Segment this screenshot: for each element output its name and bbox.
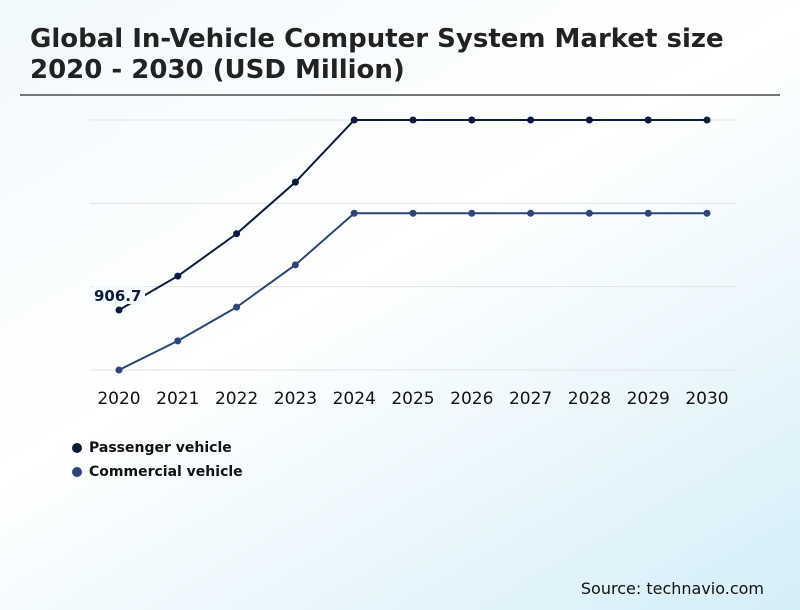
- legend-item-commercial: Commercial vehicle: [72, 460, 243, 484]
- x-tick-label: 2021: [156, 389, 199, 409]
- data-point: [233, 303, 241, 311]
- data-point: [409, 209, 417, 217]
- data-point: [703, 116, 711, 124]
- data-point: [233, 230, 241, 238]
- legend-marker-commercial: [72, 467, 82, 477]
- data-label-background: [93, 286, 145, 305]
- x-tick-label: 2030: [685, 389, 728, 409]
- x-tick-label: 2029: [627, 389, 670, 409]
- data-point: [174, 337, 182, 345]
- x-tick-label: 2022: [215, 389, 258, 409]
- data-point: [291, 261, 299, 269]
- x-tick-label: 2028: [568, 389, 611, 409]
- data-point: [350, 209, 358, 217]
- line-chart: 2020 2021 2022 2023 2024 2025 2026 2027 2028 2029…: [90, 116, 736, 409]
- data-label: 906.7: [94, 287, 141, 305]
- data-point: [468, 116, 476, 124]
- data-point: [174, 272, 182, 280]
- x-tick-label: 2025: [391, 389, 434, 409]
- series-line-commercial: [118, 212, 707, 371]
- data-point: [291, 178, 299, 186]
- x-tick-label: 2027: [509, 389, 552, 409]
- source-credit: Source: technavio.com: [580, 579, 764, 598]
- data-point: [703, 209, 711, 217]
- x-tick-label: 2023: [274, 389, 317, 409]
- chart-title: Global In-Vehicle Computer System Market…: [30, 24, 724, 85]
- data-point: [468, 209, 476, 217]
- data-point: [409, 116, 417, 124]
- legend-item-passenger: Passenger vehicle: [72, 436, 243, 460]
- data-point: [115, 366, 123, 374]
- data-point: [350, 116, 358, 124]
- x-tick-label: 2026: [450, 389, 493, 409]
- data-point: [527, 116, 535, 124]
- legend-marker-passenger: [72, 443, 82, 453]
- x-tick-label: 2024: [333, 389, 376, 409]
- data-point: [644, 116, 652, 124]
- data-point: [115, 306, 123, 314]
- legend-label-passenger: Passenger vehicle: [89, 440, 232, 456]
- data-point: [527, 209, 535, 217]
- legend-label-commercial: Commercial vehicle: [89, 464, 243, 480]
- data-point: [585, 116, 593, 124]
- data-point: [644, 209, 652, 217]
- data-point: [585, 209, 593, 217]
- title-divider: [20, 94, 780, 96]
- x-tick-label: 2020: [97, 389, 140, 409]
- legend: Passenger vehicle Commercial vehicle: [72, 436, 243, 484]
